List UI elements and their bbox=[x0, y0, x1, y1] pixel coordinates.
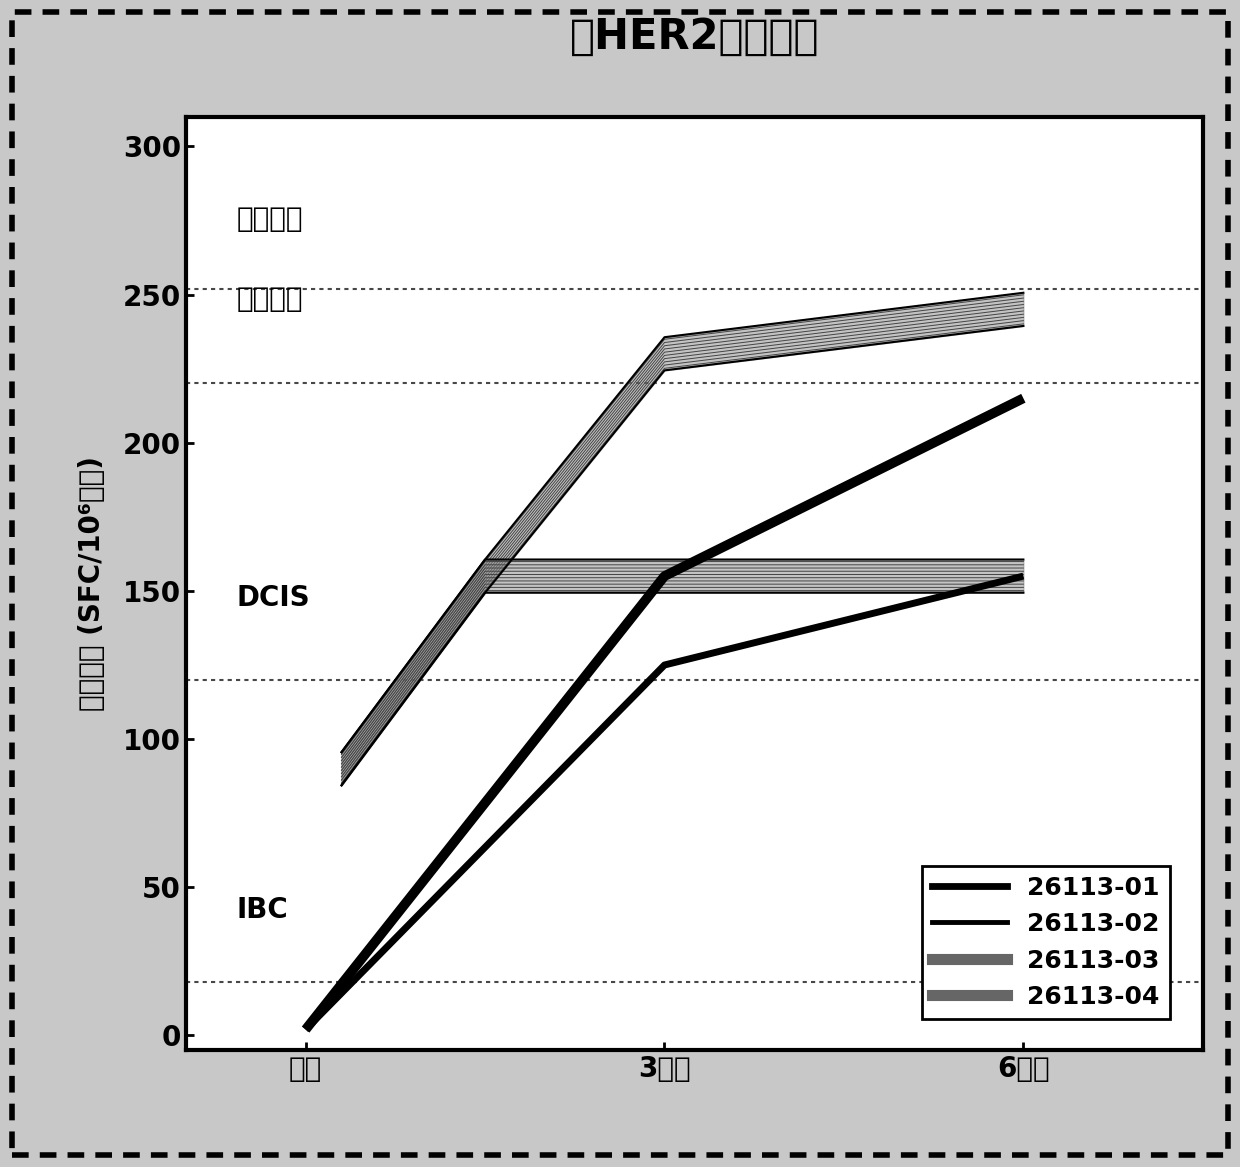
Text: IBC: IBC bbox=[237, 896, 289, 924]
Y-axis label: 累积应答 (SFC/10⁶细胞): 累积应答 (SFC/10⁶细胞) bbox=[78, 456, 107, 711]
Text: DCIS: DCIS bbox=[237, 584, 310, 612]
Text: 健康供体: 健康供体 bbox=[237, 205, 304, 233]
Text: 良性疾病: 良性疾病 bbox=[237, 285, 304, 313]
Title: 抗HER2累积应答: 抗HER2累积应答 bbox=[569, 16, 820, 58]
Legend: 26113-01, 26113-02, 26113-03, 26113-04: 26113-01, 26113-02, 26113-03, 26113-04 bbox=[923, 866, 1171, 1019]
